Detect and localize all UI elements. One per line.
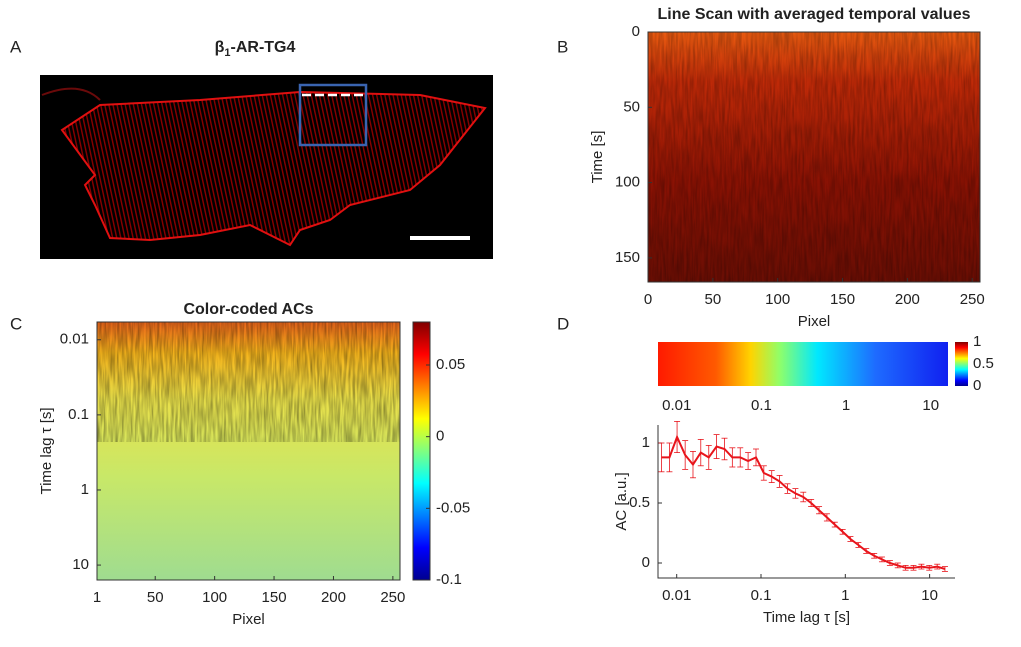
axis-line <box>657 425 955 579</box>
y-tick-label: 100 <box>615 174 640 191</box>
x-tick-label: 200 <box>895 291 920 308</box>
x-axis-label: Time lag τ [s] <box>763 609 850 626</box>
roi-box <box>298 83 368 147</box>
x-tick-label: 150 <box>830 291 855 308</box>
y-tick-label: 1 <box>642 434 650 451</box>
y-axis-label: AC [a.u.] <box>613 472 630 530</box>
panel-title: Color-coded ACs <box>183 301 313 318</box>
colorbar-tick-label: 0.5 <box>973 355 994 372</box>
colorbar-tick-label: 0.01 <box>662 397 691 414</box>
y-tick-label: 150 <box>615 249 640 266</box>
x-tick-label: 0 <box>644 291 652 308</box>
y-tick-label: 0 <box>642 554 650 571</box>
y-tick-label: 1 <box>81 481 89 498</box>
x-tick-label: 1 <box>93 589 101 606</box>
y-tick-label: 10 <box>72 556 89 573</box>
colorbar-tick-label: -0.1 <box>436 571 462 588</box>
colorbar-tick-label: 0.05 <box>436 356 465 373</box>
x-tick-label: 100 <box>765 291 790 308</box>
colorbar-tick-label: -0.05 <box>436 499 470 516</box>
x-tick-label: 0.1 <box>751 587 772 604</box>
colorbar-tick-label: 1 <box>842 397 850 414</box>
title-part: β <box>215 39 225 56</box>
panel-label: B <box>557 37 568 56</box>
x-axis-label: Pixel <box>798 313 831 330</box>
x-tick-label: 250 <box>380 589 405 606</box>
title-part: -AR-TG4 <box>231 39 296 56</box>
x-tick-label: 50 <box>147 589 164 606</box>
panel-title: β1-AR-TG4 <box>215 39 296 59</box>
x-tick-label: 10 <box>921 587 938 604</box>
heatmap-texture <box>97 322 400 442</box>
colorbar-tick-label: 0 <box>436 428 444 445</box>
x-tick-label: 150 <box>262 589 287 606</box>
x-tick-label: 100 <box>202 589 227 606</box>
x-tick-label: 0.01 <box>662 587 691 604</box>
axes-box <box>647 31 981 283</box>
y-axis-label: Time [s] <box>589 131 606 184</box>
panel-label: C <box>10 314 22 333</box>
panel-label: A <box>10 37 22 56</box>
colorbar-tick-label: 0 <box>973 377 981 394</box>
y-tick-label: 0.1 <box>68 406 89 423</box>
axes-box <box>96 321 401 581</box>
x-tick-label: 1 <box>841 587 849 604</box>
panel-title: Line Scan with averaged temporal values <box>658 6 971 23</box>
cell <box>60 90 487 247</box>
panel-label: D <box>557 314 569 333</box>
y-tick-label: 50 <box>623 98 640 115</box>
y-tick-label: 0.5 <box>629 494 650 511</box>
x-tick-label: 50 <box>705 291 722 308</box>
y-axis-label: Time lag τ [s] <box>38 407 55 494</box>
title-subscript: 1 <box>224 47 230 59</box>
y-tick-label: 0.01 <box>60 331 89 348</box>
y-tick-label: 0 <box>632 23 640 40</box>
cell-edge <box>41 87 101 101</box>
colorbar-tick-label: 1 <box>973 333 981 350</box>
colorbar <box>658 342 948 386</box>
x-tick-label: 200 <box>321 589 346 606</box>
line <box>661 434 946 570</box>
x-tick-label: 250 <box>960 291 985 308</box>
colorbar-tick-label: 0.1 <box>751 397 772 414</box>
colorbar <box>412 321 431 581</box>
colorbar-scale <box>955 342 968 386</box>
colorbar-tick-label: 10 <box>922 397 939 414</box>
x-axis-label: Pixel <box>232 611 265 628</box>
heatmap-texture <box>648 32 980 282</box>
